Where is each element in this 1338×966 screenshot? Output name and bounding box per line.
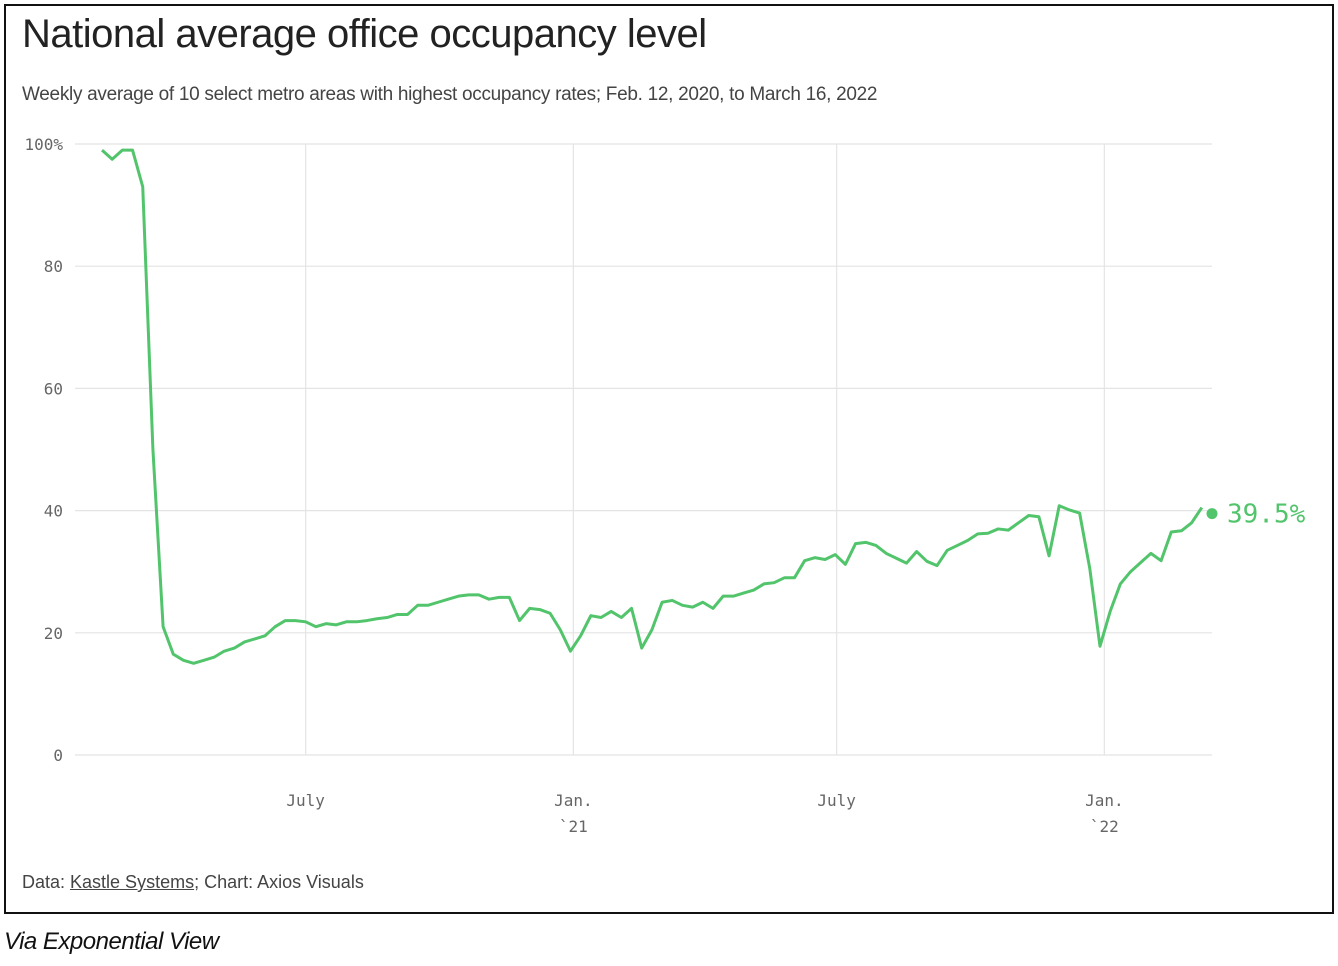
x-tick-sublabel: `22 (1090, 817, 1119, 836)
y-tick-label: 40 (44, 502, 63, 521)
chart-footer: Data: Kastle Systems; Chart: Axios Visua… (22, 872, 364, 893)
x-tick-label: Jan. (554, 791, 593, 810)
y-tick-label: 20 (44, 624, 63, 643)
footer-prefix: Data: (22, 872, 71, 892)
x-tick-label: July (817, 791, 856, 810)
via-credit: Via Exponential View (4, 928, 219, 955)
y-tick-label: 80 (44, 257, 63, 276)
y-tick-label: 100% (24, 135, 63, 154)
y-tick-label: 60 (44, 379, 63, 398)
end-point-marker (1206, 508, 1218, 520)
x-tick-sublabel: `21 (559, 817, 588, 836)
line-chart: 0 20 40 60 80 100% July Jan. `21 July Jan. `22 39.5% (24, 135, 1306, 836)
x-tick-label: Jan. (1085, 791, 1124, 810)
x-tick-label: July (286, 791, 325, 810)
end-value-label: 39.5% (1227, 500, 1306, 530)
chart-title: National average office occupancy level (22, 12, 707, 56)
chart-subtitle: Weekly average of 10 select metro areas … (22, 84, 878, 105)
occupancy-line (100, 148, 1204, 665)
source-link[interactable]: Kastle Systems (70, 872, 195, 892)
y-tick-label: 0 (53, 746, 63, 765)
chart-card (4, 4, 1334, 914)
footer-suffix: ; Chart: Axios Visuals (194, 872, 364, 892)
